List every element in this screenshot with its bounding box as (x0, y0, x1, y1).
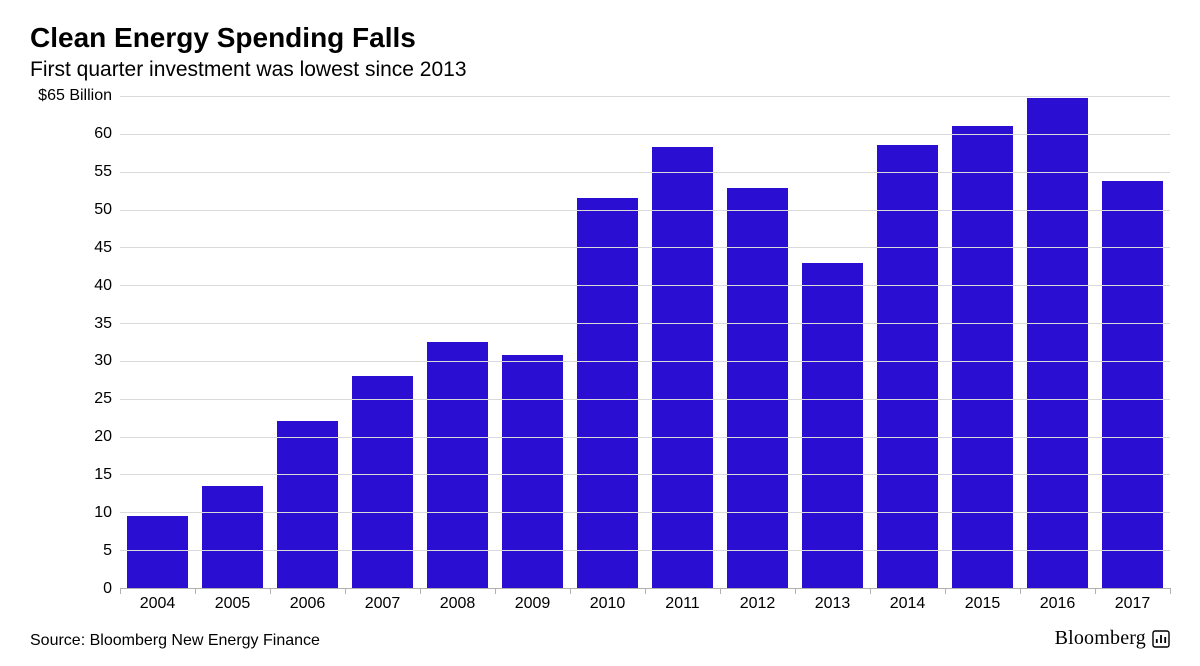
x-tick-label: 2007 (345, 589, 420, 617)
y-tick-label: 25 (94, 390, 112, 408)
chart-container: Clean Energy Spending Falls First quarte… (0, 0, 1200, 666)
gridline (120, 474, 1170, 475)
x-tick (420, 588, 421, 594)
bar-slot (570, 96, 645, 588)
bar (802, 263, 864, 588)
gridline (120, 96, 1170, 97)
y-tick-label: 35 (94, 315, 112, 333)
y-tick-label: $65 Billion (38, 87, 112, 105)
bar (202, 486, 264, 588)
bar (127, 516, 189, 588)
bar (877, 145, 939, 588)
x-tick (1095, 588, 1096, 594)
plot-area (120, 96, 1170, 589)
gridline (120, 512, 1170, 513)
x-tick-label: 2009 (495, 589, 570, 617)
bar (952, 126, 1014, 588)
y-tick-label: 0 (103, 580, 112, 598)
chart-title: Clean Energy Spending Falls (30, 22, 1170, 54)
bar (502, 355, 564, 588)
y-tick-label: 40 (94, 277, 112, 295)
bar-slot (870, 96, 945, 588)
bar-slot (420, 96, 495, 588)
bar-slot (195, 96, 270, 588)
gridline (120, 323, 1170, 324)
bar-slot (1095, 96, 1170, 588)
bar-slot (495, 96, 570, 588)
gridline (120, 285, 1170, 286)
x-tick (195, 588, 196, 594)
source-text: Source: Bloomberg New Energy Finance (30, 632, 320, 650)
bar-slot (345, 96, 420, 588)
bar-slot (945, 96, 1020, 588)
y-axis: 051015202530354045505560$65 Billion (30, 96, 120, 589)
y-tick-label: 10 (94, 504, 112, 522)
x-tick-label: 2010 (570, 589, 645, 617)
bar (352, 376, 414, 588)
bar-slot (645, 96, 720, 588)
y-tick-label: 55 (94, 163, 112, 181)
gridline (120, 361, 1170, 362)
bar-slot (720, 96, 795, 588)
x-tick (495, 588, 496, 594)
x-tick (270, 588, 271, 594)
gridline (120, 437, 1170, 438)
x-tick (120, 588, 121, 594)
brand-logo: Bloomberg (1055, 627, 1170, 650)
x-tick (795, 588, 796, 594)
x-tick (1170, 588, 1171, 594)
bar-slot (120, 96, 195, 588)
chart-footer: Source: Bloomberg New Energy Finance Blo… (30, 617, 1170, 666)
gridline (120, 210, 1170, 211)
bar (652, 147, 714, 588)
x-tick (870, 588, 871, 594)
bars-group (120, 96, 1170, 588)
chart-area: 051015202530354045505560$65 Billion (30, 96, 1170, 589)
bar (577, 198, 639, 588)
gridline (120, 399, 1170, 400)
x-tick (1020, 588, 1021, 594)
brand-text: Bloomberg (1055, 627, 1146, 650)
chart-subtitle: First quarter investment was lowest sinc… (30, 58, 1170, 82)
bar-slot (1020, 96, 1095, 588)
gridline (120, 172, 1170, 173)
gridline (120, 134, 1170, 135)
x-tick (720, 588, 721, 594)
y-tick-label: 45 (94, 239, 112, 257)
gridline (120, 247, 1170, 248)
gridline (120, 550, 1170, 551)
bar-slot (270, 96, 345, 588)
y-tick-label: 5 (103, 542, 112, 560)
x-tick-label: 2006 (270, 589, 345, 617)
x-tick-label: 2008 (420, 589, 495, 617)
bar (1102, 181, 1164, 588)
x-tick-label: 2011 (645, 589, 720, 617)
y-tick-label: 30 (94, 352, 112, 370)
brand-icon (1152, 630, 1170, 648)
x-tick (345, 588, 346, 594)
x-tick-label: 2014 (870, 589, 945, 617)
y-tick-label: 15 (94, 466, 112, 484)
x-tick (645, 588, 646, 594)
bar-slot (795, 96, 870, 588)
bar (277, 421, 339, 588)
x-tick (945, 588, 946, 594)
x-tick-label: 2015 (945, 589, 1020, 617)
x-tick-label: 2004 (120, 589, 195, 617)
x-tick-label: 2016 (1020, 589, 1095, 617)
x-tick-label: 2017 (1095, 589, 1170, 617)
x-tick-label: 2012 (720, 589, 795, 617)
x-tick (570, 588, 571, 594)
y-tick-label: 60 (94, 125, 112, 143)
y-tick-label: 50 (94, 201, 112, 219)
y-tick-label: 20 (94, 428, 112, 446)
x-tick-label: 2013 (795, 589, 870, 617)
x-tick-label: 2005 (195, 589, 270, 617)
